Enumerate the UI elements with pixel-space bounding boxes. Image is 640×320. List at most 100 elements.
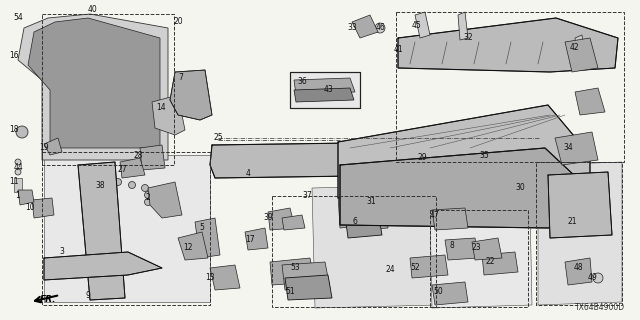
Circle shape (104, 174, 111, 181)
Text: 16: 16 (9, 51, 19, 60)
Polygon shape (338, 192, 372, 228)
Polygon shape (415, 12, 430, 38)
Polygon shape (472, 238, 502, 260)
Text: 43: 43 (323, 85, 333, 94)
Text: 34: 34 (563, 143, 573, 153)
Text: 42: 42 (569, 44, 579, 52)
Polygon shape (44, 155, 210, 302)
Text: 22: 22 (485, 258, 495, 267)
Text: FR.: FR. (40, 295, 56, 305)
Text: 30: 30 (515, 183, 525, 193)
Polygon shape (148, 182, 182, 218)
Text: 40: 40 (87, 5, 97, 14)
Circle shape (115, 179, 122, 186)
Text: 54: 54 (13, 13, 23, 22)
Text: 1: 1 (15, 191, 20, 201)
Text: 13: 13 (205, 274, 215, 283)
Bar (42, 152, 210, 305)
Polygon shape (482, 252, 518, 275)
Polygon shape (282, 262, 330, 290)
Circle shape (141, 185, 148, 191)
Polygon shape (555, 132, 598, 165)
Polygon shape (44, 138, 62, 155)
Text: 49: 49 (587, 274, 597, 283)
Polygon shape (432, 282, 468, 305)
Circle shape (593, 273, 603, 283)
Circle shape (494, 164, 506, 176)
Polygon shape (575, 88, 605, 115)
Polygon shape (245, 228, 268, 250)
Polygon shape (120, 158, 145, 178)
Polygon shape (575, 35, 585, 60)
Text: 4: 4 (246, 169, 250, 178)
Polygon shape (270, 258, 315, 285)
Polygon shape (338, 105, 590, 198)
Polygon shape (282, 215, 305, 230)
Text: 31: 31 (366, 197, 376, 206)
Circle shape (15, 169, 21, 175)
Polygon shape (345, 212, 382, 238)
Circle shape (145, 198, 152, 205)
Text: 9: 9 (86, 291, 90, 300)
Circle shape (414, 176, 426, 188)
Circle shape (129, 181, 136, 188)
Text: 23: 23 (471, 244, 481, 252)
Text: 3: 3 (60, 247, 65, 257)
Polygon shape (548, 172, 612, 238)
Text: 8: 8 (450, 242, 454, 251)
Text: 25: 25 (213, 133, 223, 142)
Text: 14: 14 (156, 103, 166, 113)
Text: 24: 24 (385, 266, 395, 275)
Text: 47: 47 (430, 211, 440, 220)
Text: 29: 29 (417, 154, 427, 163)
Polygon shape (352, 15, 378, 38)
Polygon shape (152, 95, 185, 135)
Polygon shape (268, 208, 295, 230)
Bar (290, 72, 360, 108)
Circle shape (145, 191, 152, 198)
Text: 41: 41 (393, 45, 403, 54)
Polygon shape (18, 190, 34, 205)
Polygon shape (565, 38, 598, 72)
Bar (536, 162, 622, 305)
Polygon shape (538, 162, 622, 305)
Text: 39: 39 (263, 213, 273, 222)
Text: 28: 28 (133, 150, 143, 159)
Polygon shape (430, 208, 532, 308)
Text: 45: 45 (411, 20, 421, 29)
Circle shape (454, 169, 466, 181)
Polygon shape (294, 88, 354, 102)
Text: TX64B4900D: TX64B4900D (575, 303, 625, 312)
Text: 53: 53 (290, 263, 300, 273)
Bar (430, 210, 528, 307)
Text: 27: 27 (117, 165, 127, 174)
Polygon shape (178, 232, 208, 260)
Polygon shape (410, 255, 448, 278)
Polygon shape (312, 185, 438, 308)
Polygon shape (432, 208, 468, 230)
Polygon shape (340, 148, 592, 228)
Polygon shape (565, 258, 592, 285)
Polygon shape (195, 218, 220, 258)
Circle shape (534, 159, 546, 171)
Bar (396, 12, 624, 162)
Polygon shape (28, 18, 160, 148)
Text: 7: 7 (179, 74, 184, 83)
Bar (42, 14, 174, 165)
Polygon shape (210, 265, 240, 290)
Text: 46: 46 (375, 23, 385, 33)
Text: 35: 35 (479, 150, 489, 159)
Text: 18: 18 (9, 125, 19, 134)
Text: 38: 38 (95, 180, 105, 189)
Text: 36: 36 (297, 77, 307, 86)
Text: 19: 19 (39, 143, 49, 153)
Text: 2: 2 (146, 194, 150, 203)
Text: 51: 51 (285, 287, 295, 297)
Text: 20: 20 (173, 18, 183, 27)
Circle shape (374, 182, 386, 194)
Text: 12: 12 (183, 244, 193, 252)
Polygon shape (18, 14, 168, 160)
Text: 17: 17 (245, 236, 255, 244)
Bar (290, 72, 360, 108)
Polygon shape (445, 238, 478, 260)
